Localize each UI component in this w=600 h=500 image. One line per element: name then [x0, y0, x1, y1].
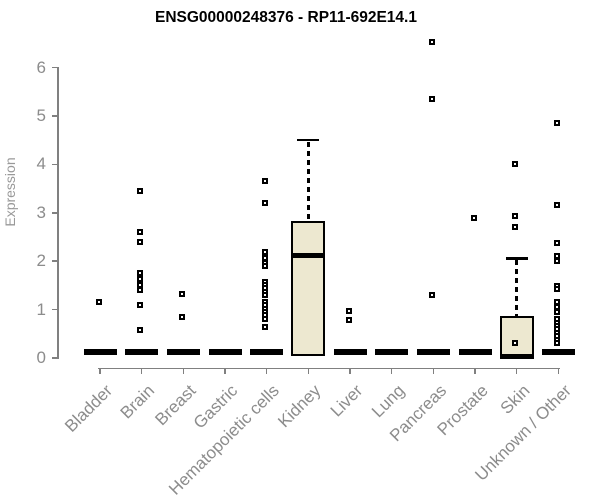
y-tick-label: 1	[36, 299, 46, 319]
whisker-cap-5	[297, 138, 320, 142]
y-tick	[52, 357, 58, 359]
x-tick	[265, 367, 268, 374]
x-tick	[432, 367, 435, 374]
outlier-point	[262, 200, 269, 207]
x-tick-label: Kidney	[274, 381, 325, 432]
y-tick	[52, 66, 58, 69]
outlier-point	[262, 263, 269, 270]
outlier-point	[428, 292, 435, 299]
box-collapsed-11	[541, 349, 575, 355]
outlier-point	[345, 317, 352, 324]
y-tick	[52, 212, 58, 214]
whisker-line-10	[515, 260, 518, 316]
outlier-point	[95, 299, 102, 306]
outlier-point	[137, 301, 144, 308]
y-tick-label: 2	[36, 251, 46, 271]
y-tick-label: 6	[36, 57, 46, 77]
x-tick	[557, 367, 560, 374]
outlier-point	[553, 286, 560, 293]
box-collapsed-0	[83, 349, 117, 355]
outlier-point	[137, 287, 144, 294]
outlier-point	[553, 309, 560, 316]
outlier-point	[137, 229, 144, 236]
y-tick-label: 0	[36, 348, 46, 367]
outlier-point	[512, 224, 519, 231]
outlier-point	[178, 313, 185, 320]
y-tick-label: 5	[36, 106, 46, 125]
outlier-point	[428, 39, 435, 46]
outlier-point	[553, 298, 560, 305]
outlier-point	[137, 188, 144, 195]
median-line-5	[291, 252, 326, 258]
outlier-point	[262, 316, 269, 323]
x-tick-label: Bladder	[61, 381, 117, 436]
x-tick	[224, 367, 226, 374]
box-collapsed-7	[375, 349, 409, 355]
box-collapsed-9	[458, 349, 492, 355]
whisker-line-5	[307, 142, 310, 221]
chart-title: ENSG00000248376 - RP11-692E14.1	[155, 9, 417, 26]
x-tick	[99, 367, 101, 374]
x-tick	[474, 367, 476, 374]
x-tick	[307, 367, 310, 374]
outlier-point	[137, 327, 144, 334]
x-tick	[182, 367, 185, 374]
outlier-point	[428, 96, 435, 103]
outlier-point	[137, 238, 144, 245]
outlier-point	[137, 270, 144, 277]
outlier-point	[137, 276, 144, 283]
box-collapsed-6	[333, 349, 367, 355]
outlier-point	[137, 281, 144, 288]
box-10	[499, 315, 534, 356]
box-collapsed-8	[416, 349, 450, 355]
box-collapsed-1	[125, 349, 159, 355]
outlier-point	[262, 324, 269, 331]
box-collapsed-4	[250, 349, 284, 355]
outlier-point	[262, 292, 269, 299]
x-tick	[349, 367, 351, 374]
box-5	[291, 221, 326, 356]
outlier-point	[178, 290, 185, 297]
outlier-point	[553, 240, 560, 247]
box-collapsed-2	[166, 349, 200, 355]
median-line-10	[499, 353, 534, 359]
whisker-cap-10	[505, 257, 528, 260]
outlier-point	[512, 161, 519, 168]
x-tick	[390, 367, 393, 374]
x-axis-line	[98, 367, 561, 369]
outlier-point	[262, 249, 269, 256]
outlier-point	[512, 213, 519, 220]
outlier-point	[553, 201, 560, 208]
x-tick-label: Liver	[326, 381, 367, 421]
outlier-point	[553, 120, 560, 127]
y-tick	[52, 260, 58, 262]
y-tick-label: 4	[36, 154, 46, 174]
y-tick-label: 3	[36, 202, 46, 222]
y-tick	[52, 115, 58, 117]
x-tick	[515, 367, 518, 374]
outlier-point	[262, 178, 269, 185]
outlier-point	[553, 339, 560, 346]
box-collapsed-3	[208, 349, 242, 355]
outlier-point	[470, 214, 477, 221]
x-tick	[140, 367, 143, 374]
outlier-point	[553, 258, 560, 265]
y-tick	[52, 163, 58, 166]
outlier-point	[512, 340, 519, 347]
outlier-point	[345, 307, 352, 314]
y-tick	[52, 308, 58, 311]
